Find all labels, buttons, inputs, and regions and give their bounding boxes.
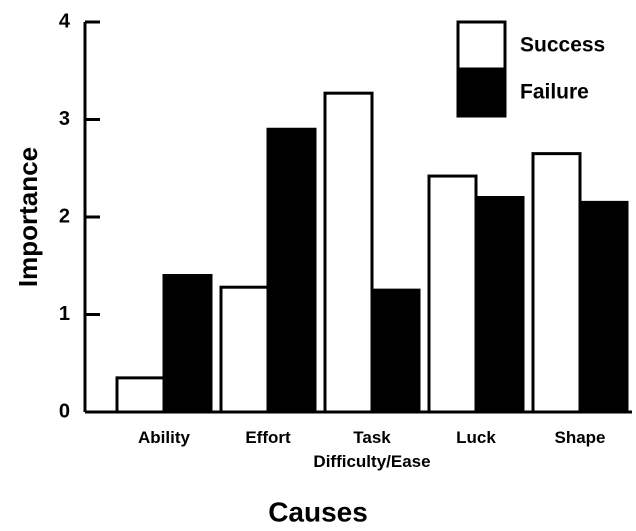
x-tick-label: Ability: [138, 428, 190, 447]
bar: [115, 376, 166, 414]
y-tick-label: 0: [59, 400, 70, 422]
bar: [266, 127, 317, 414]
legend-swatch: [456, 20, 507, 71]
bar: [162, 274, 213, 414]
x-tick-label: Luck: [456, 428, 496, 447]
bar: [219, 285, 270, 414]
legend-swatch: [456, 67, 507, 118]
bar: [370, 288, 421, 414]
bar: [531, 152, 582, 414]
y-tick-label: 4: [59, 10, 71, 32]
legend-label: Success: [520, 34, 605, 57]
bar: [578, 200, 629, 414]
x-axis-title: Causes: [268, 496, 368, 527]
y-tick-label: 1: [59, 303, 70, 325]
x-tick-label: Shape: [554, 428, 606, 447]
x-tick-label: Task Difficulty/Ease: [313, 428, 431, 471]
y-tick-label: 2: [59, 205, 70, 227]
bar: [474, 196, 525, 414]
bar: [323, 91, 374, 414]
legend-label: Failure: [520, 81, 589, 104]
y-tick-label: 3: [59, 108, 70, 130]
x-tick-label: Effort: [245, 428, 291, 447]
bar: [427, 174, 478, 414]
y-axis-title: Importance: [13, 147, 43, 287]
